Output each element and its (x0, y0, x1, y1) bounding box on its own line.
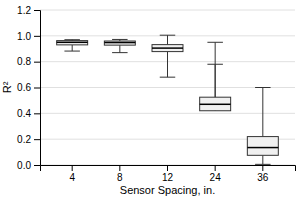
y-tick: 1.2 (17, 5, 40, 16)
y-tick-label: 0.8 (17, 56, 31, 67)
chart: 0.0 0.2 0.4 0.6 0.8 1.0 1.2 4 8 12 24 36 Sensor Spac… (0, 0, 305, 199)
cap-low (255, 164, 270, 165)
y-tick: 0.2 (17, 134, 40, 145)
whisker-high (262, 88, 263, 137)
y-tick: 0.6 (17, 82, 40, 93)
y-tick-mark (34, 62, 40, 63)
box (57, 41, 88, 45)
y-tick-label: 0.0 (17, 160, 31, 171)
cap-low (112, 52, 127, 53)
box-group (104, 39, 135, 52)
y-tick-label: 0.6 (17, 82, 31, 93)
y-tick-mark (34, 165, 40, 166)
x-tick-label: 36 (257, 172, 269, 183)
grid-line (40, 10, 295, 11)
median (104, 42, 135, 44)
y-tick-mark (34, 88, 40, 89)
box (104, 41, 135, 45)
cap-high (207, 42, 222, 43)
whisker-low (72, 45, 73, 51)
y-tick-label: 0.2 (17, 134, 31, 145)
x-tick-mark (215, 165, 216, 171)
box (152, 45, 183, 52)
plot: 0.0 0.2 0.4 0.6 0.8 1.0 1.2 4 8 12 24 36 (17, 5, 295, 183)
box (247, 137, 278, 156)
x-tick: 8 (117, 165, 123, 183)
x-tick-label: 12 (162, 172, 174, 183)
whisker-low (262, 155, 263, 164)
cap-high (160, 35, 175, 36)
box-group (200, 42, 231, 110)
whisker-high (167, 35, 168, 44)
median (57, 42, 88, 44)
x-axis: 4 8 12 24 36 (41, 165, 296, 183)
y-tick-label: 0.4 (17, 108, 31, 119)
grid-line (40, 113, 295, 114)
cap-low (64, 51, 79, 52)
y-axis-title: R² (1, 81, 13, 93)
box-group (152, 35, 183, 77)
y-tick: 1.0 (17, 31, 40, 42)
box-group (57, 40, 88, 51)
boxes (57, 35, 279, 164)
y-tick: 0.4 (17, 108, 40, 119)
grid-line (40, 87, 295, 88)
x-axis-title: Sensor Spacing, in. (120, 184, 215, 196)
x-axis-line (41, 166, 296, 172)
x-tick-label: 24 (210, 172, 222, 183)
x-tick-mark (167, 165, 168, 171)
x-tick-mark (119, 165, 120, 171)
x-tick-label: 8 (117, 172, 123, 183)
cap-high (64, 39, 79, 40)
cap-low (160, 77, 175, 78)
x-tick-label: 4 (69, 172, 75, 183)
y-tick-mark (34, 139, 40, 140)
median (247, 147, 278, 149)
y-tick-mark (34, 36, 40, 37)
y-axis-line (34, 11, 41, 166)
y-tick-label: 1.0 (17, 31, 31, 42)
x-tick-mark (262, 165, 263, 171)
median (152, 47, 183, 49)
x-tick: 4 (69, 165, 75, 183)
y-tick: 0.0 (17, 160, 40, 171)
box (200, 97, 231, 111)
grid (40, 10, 295, 165)
x-tick: 36 (257, 165, 269, 183)
cap-low (207, 64, 222, 65)
y-tick-mark (34, 10, 40, 11)
x-tick: 24 (210, 165, 222, 183)
median (200, 104, 231, 106)
whisker-low (119, 45, 120, 52)
cap-high (255, 87, 270, 88)
y-axis: 0.0 0.2 0.4 0.6 0.8 1.0 1.2 (17, 5, 40, 171)
y-tick: 0.8 (17, 56, 40, 67)
y-tick-mark (34, 113, 40, 114)
y-tick-label: 1.2 (17, 5, 31, 16)
whisker-high (215, 42, 216, 97)
x-tick: 12 (162, 165, 174, 183)
cap-high (112, 39, 127, 40)
x-tick-mark (72, 165, 73, 171)
box-group (247, 88, 278, 165)
whisker-low (167, 52, 168, 78)
